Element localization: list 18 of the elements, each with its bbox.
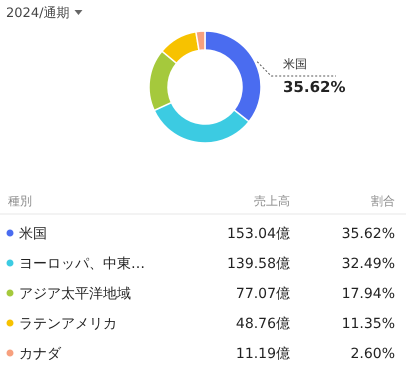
legend-label: 米国 [19,226,47,242]
text: 売上高 [254,194,290,208]
text: 35.62% [342,226,395,242]
text: 11.19億 [236,346,290,362]
text: 153.04億 [227,226,290,242]
data-label: 11.35% [342,316,395,332]
data-label: 2.60% [350,346,395,362]
data-label: 17.94% [342,286,395,302]
text: 種別 [8,194,32,208]
legend-label: カナダ [19,346,62,362]
text: 48.76億 [236,316,290,332]
text: 割合 [371,194,395,208]
chart-title: 2024/通期 [6,6,70,21]
data-label: 35.62% [283,78,346,96]
text: 139.58億 [227,256,290,272]
data-label: 32.49% [342,256,395,272]
slice-label: 米国 [283,57,307,71]
text: 77.07億 [236,286,290,302]
